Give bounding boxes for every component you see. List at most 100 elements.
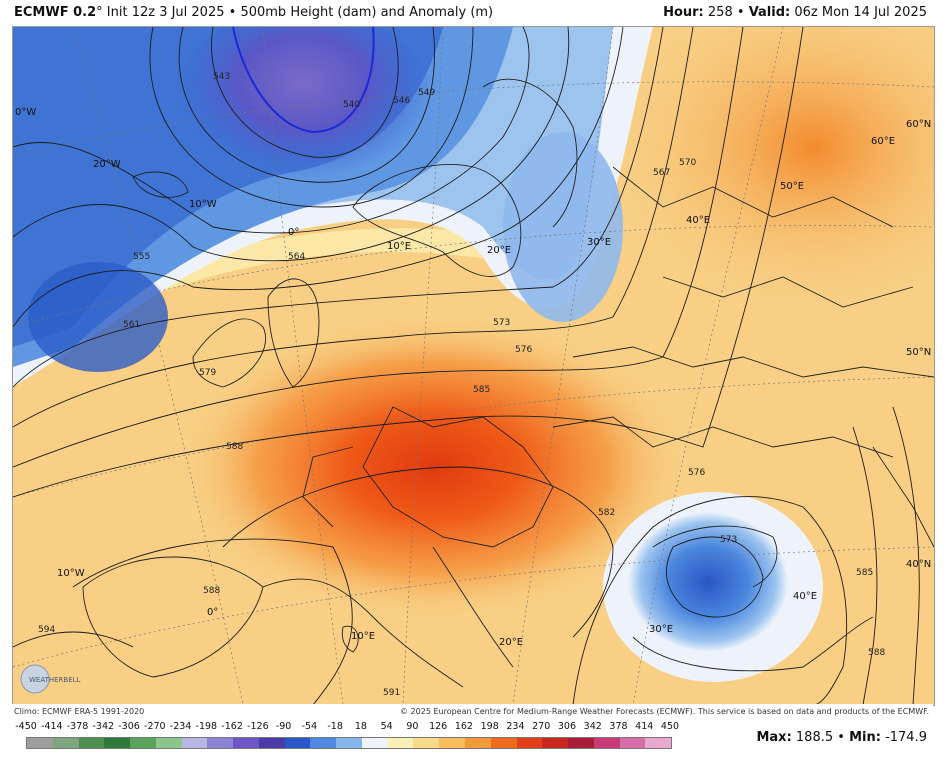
colorbar-swatches xyxy=(26,737,672,749)
separator: • xyxy=(228,5,237,20)
min-label: Min: xyxy=(849,730,881,745)
colorbar-tick-label: -126 xyxy=(247,721,269,732)
lon-label: 10°E xyxy=(387,241,411,252)
colorbar-tick-label: -18 xyxy=(327,721,343,732)
max-min-readout: Max: 188.5 • Min: -174.9 xyxy=(756,730,927,745)
blacksea-low xyxy=(628,512,788,652)
contour-label: 588 xyxy=(868,648,885,658)
map-panel: 543 540 546 549 555 561 564 567 570 573 … xyxy=(12,26,935,706)
contour-label: 567 xyxy=(653,168,670,178)
lon-label: 50°E xyxy=(780,181,804,192)
colorbar-tick-label: -90 xyxy=(275,721,292,732)
colorbar-tick-label: -414 xyxy=(40,721,63,732)
contour-label: 585 xyxy=(473,385,490,395)
contour-label: 561 xyxy=(123,320,140,330)
colorbar-tick-label: -234 xyxy=(169,721,192,732)
colorbar-swatch xyxy=(130,738,156,748)
colorbar-swatch xyxy=(310,738,337,748)
lon-label: 10°W xyxy=(57,568,85,579)
colorbar-swatch xyxy=(593,738,620,748)
lon-label: 30°E xyxy=(649,624,673,635)
logo-text: WEATHERBELL xyxy=(29,676,81,684)
contour-label: 588 xyxy=(203,586,220,596)
colorbar-swatch xyxy=(181,738,208,748)
colorbar-swatch xyxy=(104,738,131,748)
colorbar-tick-label: -54 xyxy=(301,721,318,732)
baltic-cold-lobe xyxy=(503,132,623,322)
lon-label: 40°E xyxy=(686,215,710,226)
lon-label: 0°W xyxy=(15,107,36,118)
lon-label: 10°E xyxy=(351,631,375,642)
colorbar-tick-label: 18 xyxy=(354,721,367,732)
graticule-labels: 0°W 20°W 10°W 0° 10°E 20°E 30°E 40°E 50°… xyxy=(15,107,931,648)
contour-label: 576 xyxy=(515,345,532,355)
valid-label: Valid: xyxy=(748,5,791,20)
colorbar-swatch xyxy=(155,738,182,748)
colorbar-tick-label: -198 xyxy=(195,721,218,732)
graticule xyxy=(13,27,934,705)
min-value: -174.9 xyxy=(885,730,927,745)
colorbar-tick-label: 306 xyxy=(557,721,577,732)
product-name: 500mb Height (dam) and Anomaly (m) xyxy=(240,5,494,20)
lon-label: 60°E xyxy=(871,136,895,147)
colorbar-swatch xyxy=(619,738,646,748)
credits-bar: Climo: ECMWF ERA-5 1991-2020 © 2025 Euro… xyxy=(12,704,933,718)
colorbar: -450 -414 -378 -342 -306 -270 -234 -198 -162 -126… xyxy=(15,721,679,761)
copyright-credit: © 2025 European Centre for Medium-Range … xyxy=(400,707,929,716)
colorbar-swatch xyxy=(27,738,53,748)
valid-value: 06z Mon 14 Jul 2025 xyxy=(794,5,927,20)
colorbar-tick-label: -450 xyxy=(15,721,37,732)
height-contours xyxy=(13,27,920,705)
contour-label: 570 xyxy=(679,158,696,168)
colorbar-swatch xyxy=(284,738,311,748)
colorbar-swatch xyxy=(207,738,234,748)
colorbar-swatch xyxy=(413,738,440,748)
colorbar-tick-label: -270 xyxy=(144,721,166,732)
deep-low-anomaly xyxy=(173,27,433,197)
colorbar-swatch xyxy=(439,738,466,748)
lat-label: 50°N xyxy=(906,347,931,358)
colorbar-swatch xyxy=(465,738,491,748)
colorbar-tick-label: -306 xyxy=(118,721,140,732)
contour-label: 549 xyxy=(418,88,435,98)
colorbar-swatch xyxy=(568,738,594,748)
contour-label: 588 xyxy=(226,442,243,452)
colorbar-tick-label: -378 xyxy=(66,721,89,732)
anomaly-map: 543 540 546 549 555 561 564 567 570 573 … xyxy=(13,27,934,705)
colorbar-swatch xyxy=(542,738,569,748)
contour-label: 579 xyxy=(199,368,216,378)
contour-label: 555 xyxy=(133,252,150,262)
540-contour xyxy=(232,27,375,134)
colorbar-tick-label: 54 xyxy=(380,721,393,732)
central-europe-heat xyxy=(183,317,683,617)
contour-label: 582 xyxy=(598,508,615,518)
colorbar-swatch xyxy=(78,738,105,748)
colorbar-swatch xyxy=(645,738,672,748)
title-left: ECMWF 0.2° Init 12z 3 Jul 2025 • 500mb H… xyxy=(14,5,493,20)
contour-label: 594 xyxy=(38,625,55,635)
colorbar-tick-label: -342 xyxy=(92,721,115,732)
colorbar-tick-label: 198 xyxy=(480,721,499,732)
init-text: Init 12z 3 Jul 2025 xyxy=(106,5,225,20)
lon-label: 40°E xyxy=(793,591,817,602)
contour-label: 543 xyxy=(213,72,230,82)
header-bar: ECMWF 0.2° Init 12z 3 Jul 2025 • 500mb H… xyxy=(0,0,945,26)
colorbar-tick-label: 162 xyxy=(454,721,473,732)
colorbar-swatch xyxy=(258,738,285,748)
contour-label: 546 xyxy=(393,96,410,106)
contour-label: 573 xyxy=(493,318,510,328)
max-label: Max: xyxy=(756,730,792,745)
lon-label: 10°W xyxy=(189,199,217,210)
hour-label: Hour: xyxy=(663,5,704,20)
lon-label: 20°W xyxy=(93,159,121,170)
contour-label: 573 xyxy=(720,535,737,545)
lon-label: 0° xyxy=(288,227,299,238)
colorbar-swatch xyxy=(233,738,259,748)
title-right: Hour: 258 • Valid: 06z Mon 14 Jul 2025 xyxy=(663,5,927,20)
colorbar-tick-label: 90 xyxy=(406,721,419,732)
atlantic-low-anomaly xyxy=(28,262,168,372)
lat-label: 60°N xyxy=(906,119,931,130)
colorbar-tick-label: 270 xyxy=(532,721,551,732)
colorbar-swatch xyxy=(336,738,362,748)
separator: • xyxy=(837,730,845,745)
